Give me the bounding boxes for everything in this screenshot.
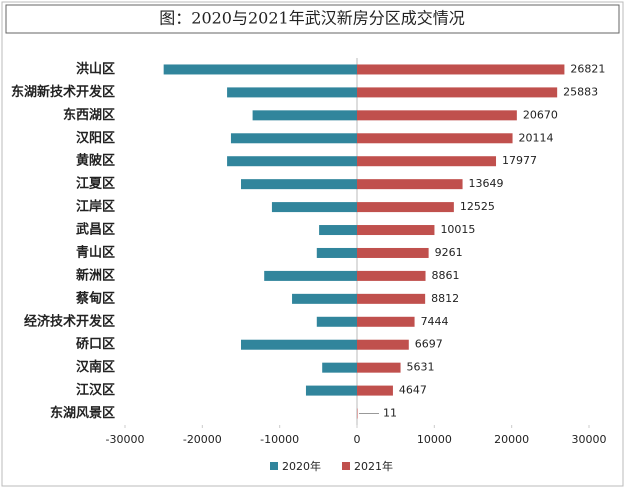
bar — [264, 270, 357, 281]
y-tick-label: 青山区 — [76, 244, 115, 260]
bar — [322, 362, 357, 373]
x-tick-label: -30000 — [106, 433, 145, 446]
legend-label: 2021年 — [354, 459, 393, 473]
bar — [357, 179, 463, 190]
data-label: 13649 — [469, 177, 504, 190]
data-label: 4647 — [399, 384, 427, 397]
y-tick-label: 新洲区 — [76, 267, 115, 283]
data-label: 6697 — [415, 338, 443, 351]
y-tick-label: 黄陂区 — [76, 153, 115, 169]
bar — [357, 133, 513, 144]
data-label: 25883 — [563, 85, 598, 98]
bar — [305, 385, 357, 396]
y-tick-label: 东西湖区 — [63, 107, 115, 123]
bar — [357, 110, 517, 121]
title-box — [5, 4, 620, 34]
data-label: 5631 — [407, 361, 435, 374]
data-label: 9261 — [435, 246, 463, 259]
data-label: 12525 — [460, 200, 495, 213]
x-tick-label: -10000 — [260, 433, 299, 446]
bar — [292, 293, 357, 304]
y-tick-label: 汉南区 — [76, 359, 115, 375]
bar — [357, 316, 415, 327]
data-label: 8812 — [431, 292, 459, 305]
y-tick-label: 经济技术开发区 — [24, 313, 115, 329]
bar — [357, 225, 435, 236]
chart-title: 图：2020与2021年武汉新房分区成交情况 — [159, 9, 464, 28]
bar — [227, 156, 357, 167]
y-tick-label: 江岸区 — [76, 199, 115, 215]
y-tick-label: 东湖风景区 — [50, 405, 115, 421]
y-tick-label: 蔡甸区 — [75, 290, 115, 306]
data-label: 17977 — [502, 154, 537, 167]
legend-label: 2020年 — [282, 459, 321, 473]
data-label: 20670 — [523, 108, 558, 121]
bar — [357, 64, 565, 75]
bar — [357, 156, 497, 167]
y-tick-label: 洪山区 — [76, 61, 115, 77]
bar — [357, 385, 393, 396]
bar — [357, 270, 426, 281]
x-tick-label: -20000 — [183, 433, 222, 446]
y-tick-label: 东湖新技术开发区 — [11, 84, 115, 100]
y-tick-label: 武昌区 — [76, 222, 115, 238]
bar — [163, 64, 357, 75]
bar — [316, 247, 357, 258]
x-tick-label: 20000 — [494, 433, 529, 446]
bar — [357, 408, 358, 419]
bar — [357, 247, 429, 258]
bar — [357, 87, 558, 98]
legend-swatch — [342, 462, 350, 470]
bar — [227, 87, 357, 98]
bar — [357, 293, 426, 304]
x-tick-label: 30000 — [572, 433, 607, 446]
y-tick-label: 汉阳区 — [76, 130, 115, 146]
bar — [241, 179, 357, 190]
bar — [252, 110, 357, 121]
y-tick-label: 硚口区 — [76, 337, 115, 352]
bar — [316, 316, 357, 327]
data-label: 20114 — [519, 131, 554, 144]
data-label: 8861 — [432, 269, 460, 282]
bar — [241, 339, 357, 350]
bar — [357, 362, 401, 373]
bar — [357, 339, 409, 350]
data-label: 11 — [383, 407, 397, 420]
data-label: 10015 — [440, 223, 475, 236]
bar — [271, 202, 357, 213]
data-label: 26821 — [570, 62, 605, 75]
legend-swatch — [270, 462, 278, 470]
bar — [357, 202, 454, 213]
x-tick-label: 0 — [354, 433, 361, 446]
bar — [319, 225, 357, 236]
y-tick-label: 江汉区 — [76, 382, 115, 398]
y-tick-label: 江夏区 — [76, 176, 115, 192]
x-tick-label: 10000 — [417, 433, 452, 446]
bar — [230, 133, 357, 144]
data-label: 7444 — [421, 315, 449, 328]
